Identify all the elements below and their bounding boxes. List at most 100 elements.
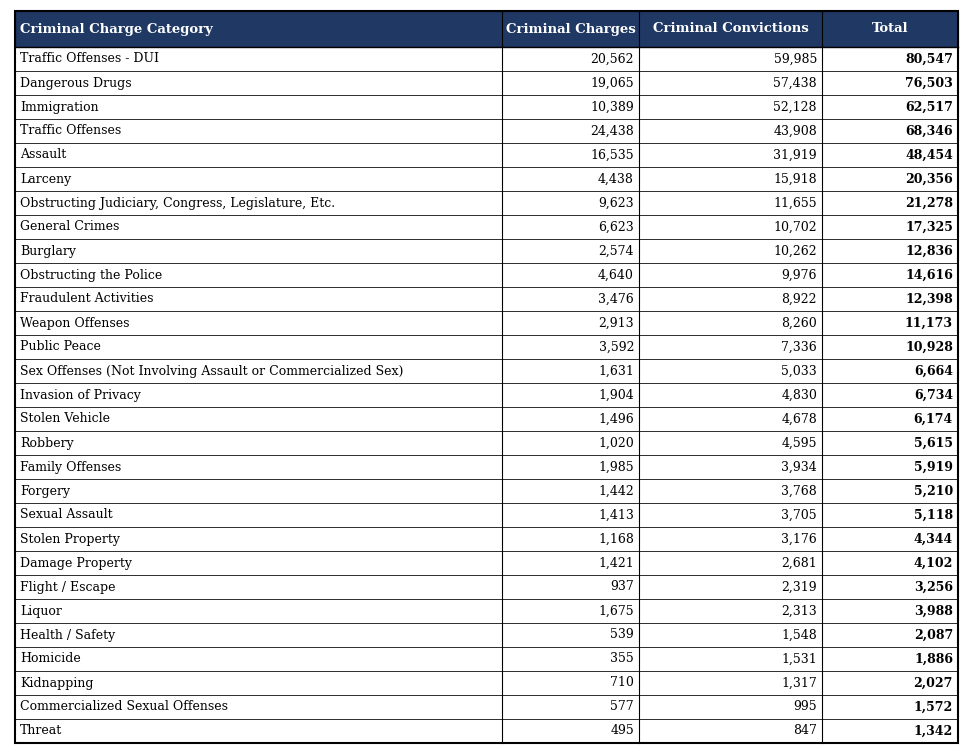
Text: 1,421: 1,421 xyxy=(598,556,634,569)
Text: 24,438: 24,438 xyxy=(591,124,634,137)
Text: 3,592: 3,592 xyxy=(598,341,634,354)
Text: Health / Safety: Health / Safety xyxy=(20,629,115,642)
Text: 17,325: 17,325 xyxy=(905,220,953,234)
Text: 68,346: 68,346 xyxy=(905,124,953,137)
Text: 7,336: 7,336 xyxy=(781,341,817,354)
Bar xyxy=(15,599,958,623)
Text: 1,342: 1,342 xyxy=(914,725,953,737)
Text: 4,438: 4,438 xyxy=(598,173,634,185)
Text: 5,118: 5,118 xyxy=(914,508,953,522)
Text: 9,976: 9,976 xyxy=(781,268,817,281)
Text: Family Offenses: Family Offenses xyxy=(20,461,122,474)
Text: 10,389: 10,389 xyxy=(591,100,634,114)
Text: 3,768: 3,768 xyxy=(781,485,817,498)
Bar xyxy=(15,47,958,71)
Text: 16,535: 16,535 xyxy=(591,149,634,161)
Text: 2,027: 2,027 xyxy=(914,676,953,689)
Text: 6,174: 6,174 xyxy=(914,412,953,425)
Text: 539: 539 xyxy=(610,629,634,642)
Bar xyxy=(15,671,958,695)
Text: 2,574: 2,574 xyxy=(598,244,634,258)
Text: 577: 577 xyxy=(610,700,634,713)
Text: 1,904: 1,904 xyxy=(598,388,634,401)
Text: 1,168: 1,168 xyxy=(598,532,634,545)
Bar xyxy=(15,263,958,287)
Text: 5,210: 5,210 xyxy=(914,485,953,498)
Text: 2,319: 2,319 xyxy=(781,581,817,593)
Text: 4,678: 4,678 xyxy=(781,412,817,425)
Bar xyxy=(15,503,958,527)
Text: Dangerous Drugs: Dangerous Drugs xyxy=(20,76,131,90)
Text: 10,928: 10,928 xyxy=(905,341,953,354)
Text: 1,496: 1,496 xyxy=(598,412,634,425)
Text: 11,655: 11,655 xyxy=(774,197,817,210)
Text: 10,702: 10,702 xyxy=(774,220,817,234)
Text: Sex Offenses (Not Involving Assault or Commercialized Sex): Sex Offenses (Not Involving Assault or C… xyxy=(20,364,404,378)
Text: 5,033: 5,033 xyxy=(781,364,817,378)
Text: Fraudulent Activities: Fraudulent Activities xyxy=(20,293,154,305)
Text: 1,572: 1,572 xyxy=(914,700,953,713)
Text: 1,317: 1,317 xyxy=(781,676,817,689)
Text: 710: 710 xyxy=(610,676,634,689)
Text: Sexual Assault: Sexual Assault xyxy=(20,508,113,522)
Bar xyxy=(15,431,958,455)
Text: Assault: Assault xyxy=(20,149,66,161)
Text: Homicide: Homicide xyxy=(20,652,81,666)
Text: 3,988: 3,988 xyxy=(914,605,953,618)
Text: 3,256: 3,256 xyxy=(914,581,953,593)
Text: 14,616: 14,616 xyxy=(905,268,953,281)
Text: Stolen Vehicle: Stolen Vehicle xyxy=(20,412,110,425)
Text: 43,908: 43,908 xyxy=(774,124,817,137)
Text: Criminal Charge Category: Criminal Charge Category xyxy=(20,23,213,35)
Text: Stolen Property: Stolen Property xyxy=(20,532,120,545)
Text: 80,547: 80,547 xyxy=(905,53,953,66)
Text: 1,442: 1,442 xyxy=(598,485,634,498)
Text: 937: 937 xyxy=(610,581,634,593)
Text: 495: 495 xyxy=(610,725,634,737)
Text: 57,438: 57,438 xyxy=(774,76,817,90)
Text: 20,562: 20,562 xyxy=(591,53,634,66)
Text: Damage Property: Damage Property xyxy=(20,556,132,569)
Bar xyxy=(15,239,958,263)
Text: 12,836: 12,836 xyxy=(905,244,953,258)
Text: 31,919: 31,919 xyxy=(774,149,817,161)
Bar xyxy=(15,311,958,335)
Bar xyxy=(15,191,958,215)
Text: Kidnapping: Kidnapping xyxy=(20,676,93,689)
Bar xyxy=(15,719,958,743)
Bar xyxy=(15,527,958,551)
Text: Obstructing the Police: Obstructing the Police xyxy=(20,268,162,281)
Bar xyxy=(15,71,958,95)
Text: 6,664: 6,664 xyxy=(914,364,953,378)
Text: 19,065: 19,065 xyxy=(591,76,634,90)
Text: 76,503: 76,503 xyxy=(905,76,953,90)
Text: 1,531: 1,531 xyxy=(781,652,817,666)
Text: 6,623: 6,623 xyxy=(598,220,634,234)
Bar xyxy=(15,11,958,47)
Text: 3,476: 3,476 xyxy=(598,293,634,305)
Text: Criminal Charges: Criminal Charges xyxy=(506,23,635,35)
Text: Burglary: Burglary xyxy=(20,244,76,258)
Text: 2,087: 2,087 xyxy=(914,629,953,642)
Text: 1,985: 1,985 xyxy=(598,461,634,474)
Text: Total: Total xyxy=(872,23,909,35)
Text: Criminal Convictions: Criminal Convictions xyxy=(653,23,809,35)
Text: 52,128: 52,128 xyxy=(774,100,817,114)
Bar xyxy=(15,287,958,311)
Bar xyxy=(15,695,958,719)
Text: 15,918: 15,918 xyxy=(774,173,817,185)
Text: Flight / Escape: Flight / Escape xyxy=(20,581,116,593)
Text: 2,313: 2,313 xyxy=(781,605,817,618)
Text: 21,278: 21,278 xyxy=(905,197,953,210)
Text: 995: 995 xyxy=(793,700,817,713)
Bar xyxy=(15,647,958,671)
Bar xyxy=(15,575,958,599)
Bar xyxy=(15,383,958,407)
Bar xyxy=(15,95,958,119)
Bar xyxy=(15,623,958,647)
Bar xyxy=(15,119,958,143)
Text: Robbery: Robbery xyxy=(20,437,74,449)
Text: 3,176: 3,176 xyxy=(781,532,817,545)
Text: Traffic Offenses: Traffic Offenses xyxy=(20,124,122,137)
Text: 2,913: 2,913 xyxy=(598,317,634,329)
